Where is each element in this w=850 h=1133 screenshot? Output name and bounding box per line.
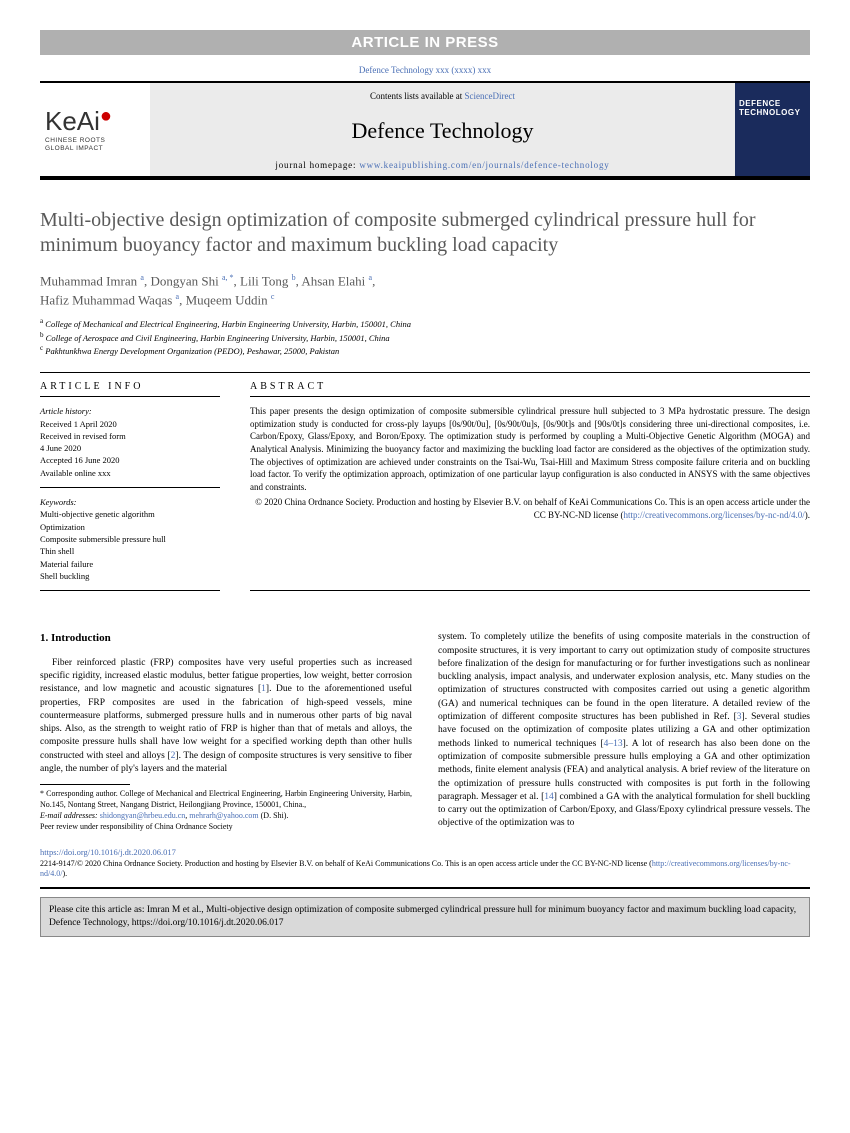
intro-para-2: system. To completely utilize the benefi… xyxy=(438,631,810,830)
publisher-logo: KeAi● CHINESE ROOTS GLOBAL IMPACT xyxy=(40,83,150,176)
header-center: Contents lists available at ScienceDirec… xyxy=(150,83,735,176)
cover-title: DEFENCETECHNOLOGY xyxy=(739,99,806,117)
logo-text: KeAi xyxy=(45,106,100,136)
footer-copyright: 2214-9147/© 2020 China Ordnance Society.… xyxy=(40,859,810,890)
citation-box: Please cite this article as: Imran M et … xyxy=(40,897,810,937)
doi-link[interactable]: https://doi.org/10.1016/j.dt.2020.06.017 xyxy=(40,847,810,857)
footnote-rule xyxy=(40,784,130,785)
email-link[interactable]: mehrarh@yahoo.com xyxy=(189,811,258,820)
abstract-head: ABSTRACT xyxy=(250,373,810,397)
contents-available: Contents lists available at ScienceDirec… xyxy=(160,91,725,101)
article-info-head: ARTICLE INFO xyxy=(40,373,220,397)
email-link[interactable]: shidongyan@hrbeu.edu.cn xyxy=(100,811,186,820)
logo-tagline-2: GLOBAL IMPACT xyxy=(45,145,145,153)
corresponding-author: * Corresponding author. College of Mecha… xyxy=(40,789,412,811)
ref-link[interactable]: 4–13 xyxy=(604,739,623,749)
logo-dot-icon: ● xyxy=(100,105,112,127)
ref-link[interactable]: 3 xyxy=(737,712,742,722)
peer-review-note: Peer review under responsibility of Chin… xyxy=(40,822,412,833)
abstract-text: This paper presents the design optimizat… xyxy=(250,405,810,493)
ref-link[interactable]: 2 xyxy=(171,751,176,761)
meta-row: ARTICLE INFO Article history: Received 1… xyxy=(40,372,810,591)
footnotes: * Corresponding author. College of Mecha… xyxy=(40,789,412,832)
sciencedirect-link[interactable]: ScienceDirect xyxy=(465,91,515,101)
header-rule xyxy=(40,176,810,180)
in-press-banner: ARTICLE IN PRESS xyxy=(40,30,810,55)
journal-name: Defence Technology xyxy=(160,118,725,144)
body: 1. Introduction Fiber reinforced plastic… xyxy=(40,631,810,832)
running-head: Defence Technology xxx (xxxx) xxx xyxy=(40,65,810,75)
section-1-head: 1. Introduction xyxy=(40,631,412,646)
ref-link[interactable]: 1 xyxy=(261,684,266,694)
email-addresses: E-mail addresses: shidongyan@hrbeu.edu.c… xyxy=(40,811,412,822)
ref-link[interactable]: 14 xyxy=(544,792,554,802)
keywords-block: Keywords: Multi-objective genetic algori… xyxy=(40,496,220,591)
article-title: Multi-objective design optimization of c… xyxy=(40,208,810,258)
author-list: Muhammad Imran a, Dongyan Shi a, *, Lili… xyxy=(40,272,810,309)
logo-tagline-1: CHINESE ROOTS xyxy=(45,137,145,145)
abstract: ABSTRACT This paper presents the design … xyxy=(250,373,810,591)
journal-homepage: journal homepage: www.keaipublishing.com… xyxy=(160,160,725,170)
affiliations: a College of Mechanical and Electrical E… xyxy=(40,317,810,358)
cc-license-link[interactable]: http://creativecommons.org/licenses/by-n… xyxy=(623,510,804,520)
homepage-link[interactable]: www.keaipublishing.com/en/journals/defen… xyxy=(359,160,609,170)
intro-para-1: Fiber reinforced plastic (FRP) composite… xyxy=(40,657,412,777)
abstract-copyright: © 2020 China Ordnance Society. Productio… xyxy=(250,496,810,521)
journal-header: KeAi● CHINESE ROOTS GLOBAL IMPACT Conten… xyxy=(40,81,810,176)
page: ARTICLE IN PRESS Defence Technology xxx … xyxy=(0,0,850,957)
journal-cover-thumbnail: DEFENCETECHNOLOGY xyxy=(735,83,810,176)
article-history: Article history: Received 1 April 2020 R… xyxy=(40,405,220,488)
article-info: ARTICLE INFO Article history: Received 1… xyxy=(40,373,220,591)
